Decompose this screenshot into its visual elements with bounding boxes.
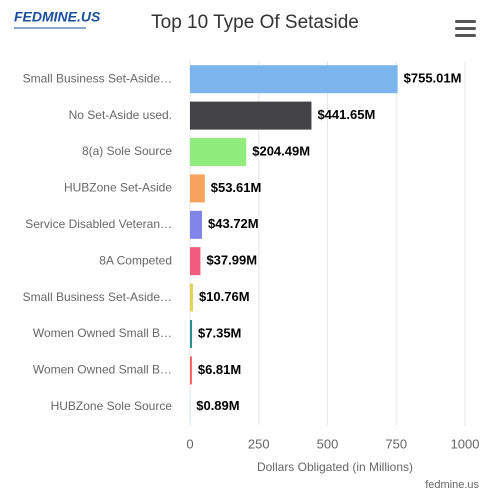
bar (190, 138, 247, 166)
y-tick-label: No Set-Aside used. (69, 108, 172, 122)
menu-button[interactable] (455, 20, 476, 37)
bar (190, 65, 398, 94)
bar (190, 283, 193, 312)
y-tick-label: Small Business Set-Aside… (23, 290, 172, 304)
value-label: $43.72M (208, 216, 259, 231)
bar (190, 174, 205, 203)
y-tick-label: 8A Competed (99, 253, 172, 267)
value-label: $755.01M (404, 71, 462, 86)
menu-bar[interactable] (455, 20, 476, 23)
x-axis-label: Dollars Obligated (in Millions) (257, 460, 413, 474)
bar (190, 210, 203, 239)
value-label: $37.99M (206, 253, 257, 268)
credit: fedmine.us (425, 479, 479, 491)
y-tick-label: Service Disabled Veteran… (25, 217, 172, 231)
y-tick-label: HUBZone Sole Source (51, 399, 173, 413)
y-tick-label: Women Owned Small B… (33, 326, 172, 340)
value-label: $0.89M (196, 398, 239, 413)
value-label: $6.81M (198, 362, 241, 377)
menu-bar[interactable] (455, 27, 476, 30)
value-label: $204.49M (252, 143, 310, 158)
y-tick-label: 8(a) Sole Source (82, 144, 172, 158)
value-label: $10.76M (199, 289, 250, 304)
x-tick-label: 250 (248, 436, 270, 451)
y-tick-label: HUBZone Set-Aside (64, 181, 172, 195)
x-tick-label: 500 (317, 436, 339, 451)
bar (190, 356, 192, 385)
value-label: $7.35M (198, 325, 241, 340)
bar (190, 247, 201, 276)
x-tick-label: 0 (186, 436, 193, 451)
value-label: $53.61M (211, 180, 262, 195)
bar (190, 101, 312, 130)
value-label: $441.65M (317, 107, 375, 122)
y-tick-label: Small Business Set-Aside… (23, 71, 172, 85)
x-tick-label: 750 (385, 436, 407, 451)
bar (190, 320, 193, 348)
y-tick-label: Women Owned Small B… (33, 363, 172, 377)
chart-title: Top 10 Type Of Setaside (151, 12, 359, 33)
menu-bar[interactable] (455, 34, 476, 37)
logo: FEDMINE.US (14, 9, 101, 25)
x-tick-label: 1000 (451, 436, 480, 451)
